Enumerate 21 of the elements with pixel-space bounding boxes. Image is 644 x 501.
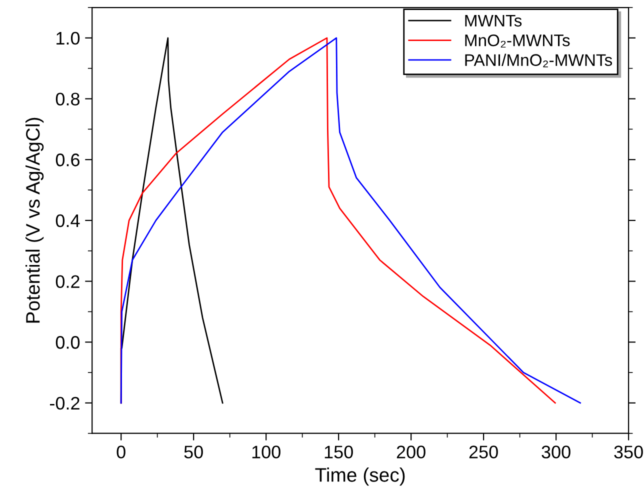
x-tick-label: 150 — [324, 446, 353, 458]
x-tick-label: 350 — [614, 446, 643, 458]
y-axis-title: Potential (V vs Ag/AgCl) — [25, 118, 44, 323]
x-tick-label: 250 — [469, 446, 498, 458]
y-tick-label: 0.8 — [56, 92, 80, 106]
x-tick-label: 200 — [396, 446, 426, 458]
x-tick-label: 100 — [252, 446, 280, 458]
x-tick-label: 0 — [116, 446, 126, 458]
legend-label: MnO₂-MWNTs — [465, 34, 570, 48]
y-tick-label: 0.0 — [56, 336, 80, 349]
line-series — [120, 37, 224, 404]
x-tick-label: 300 — [542, 446, 570, 458]
y-tick-label: -0.2 — [50, 396, 80, 410]
x-tick-label: 50 — [184, 446, 203, 458]
y-tick-label: 0.4 — [56, 214, 80, 228]
x-axis-title: Time (sec) — [315, 468, 405, 486]
legend-label: PANI/MnO₂-MWNTs — [465, 54, 612, 68]
y-tick-label: 0.6 — [56, 154, 80, 166]
y-tick-label: 1.0 — [56, 32, 80, 45]
legend-label: MWNTs — [465, 14, 522, 27]
y-tick-label: 0.2 — [56, 275, 80, 288]
